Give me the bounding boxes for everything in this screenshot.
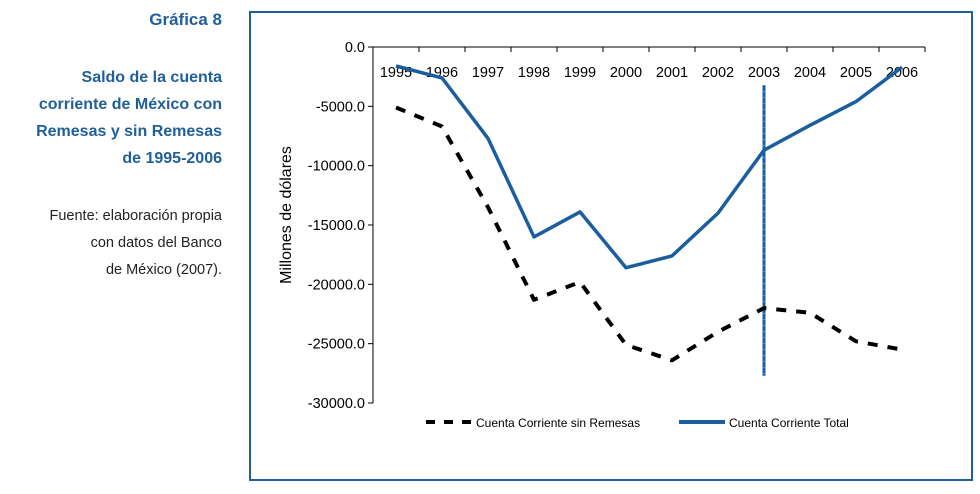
x-tick-label: 2004 [794, 65, 826, 81]
x-tick-label: 1998 [518, 65, 550, 81]
chart-frame: 0.0 -5000.0 -10000.0 -15000.0 -20000.0 -25000… [249, 11, 973, 481]
y-tick-label: -20000.0 [308, 277, 365, 293]
source-line: de México (2007). [105, 262, 222, 278]
title-line: corriente de México con [38, 96, 222, 113]
series-line-sin-remesas [395, 105, 903, 363]
y-axis-label: Millones de dólares [278, 146, 295, 284]
source-line: Fuente: elaboración propia [49, 208, 222, 224]
source-line: con datos del Banco [90, 235, 222, 251]
series-line-total [395, 64, 904, 270]
y-tick-label: -30000.0 [308, 396, 365, 412]
line-chart: 0.0 -5000.0 -10000.0 -15000.0 -20000.0 -25000… [278, 40, 926, 430]
legend-label-sin-remesas: Cuenta Corriente sin Remesas [476, 416, 640, 430]
figure-label: Gráfica 8 [149, 10, 222, 29]
x-tick-label: 2003 [748, 65, 780, 81]
x-tick-label: 1999 [564, 65, 596, 81]
x-tick-label: 2002 [702, 65, 734, 81]
axes: 0.0 -5000.0 -10000.0 -15000.0 -20000.0 -25000… [278, 40, 926, 412]
y-tick-label: -5000.0 [316, 99, 365, 115]
y-tick-label: -25000.0 [308, 337, 365, 353]
x-tick-label: 2001 [656, 65, 688, 81]
x-tick-label: 2006 [886, 65, 918, 81]
x-tick-label: 2000 [610, 65, 642, 81]
y-tick-label: -10000.0 [308, 159, 365, 175]
legend: Cuenta Corriente sin Remesas Cuenta Corri… [426, 416, 849, 430]
title-line: de 1995-2006 [122, 150, 222, 167]
legend-label-total: Cuenta Corriente Total [729, 416, 849, 430]
chart-title: Saldo de la cuenta corriente de México c… [0, 64, 222, 172]
y-tick-label: -15000.0 [308, 218, 365, 234]
title-line: Remesas y sin Remesas [36, 123, 222, 140]
title-line: Saldo de la cuenta [81, 69, 222, 86]
source-note: Fuente: elaboración propia con datos del… [0, 203, 222, 284]
x-tick-label: 2005 [840, 65, 872, 81]
series-layer [395, 64, 904, 376]
y-tick-label: 0.0 [345, 40, 365, 56]
x-tick-label: 1997 [472, 65, 504, 81]
